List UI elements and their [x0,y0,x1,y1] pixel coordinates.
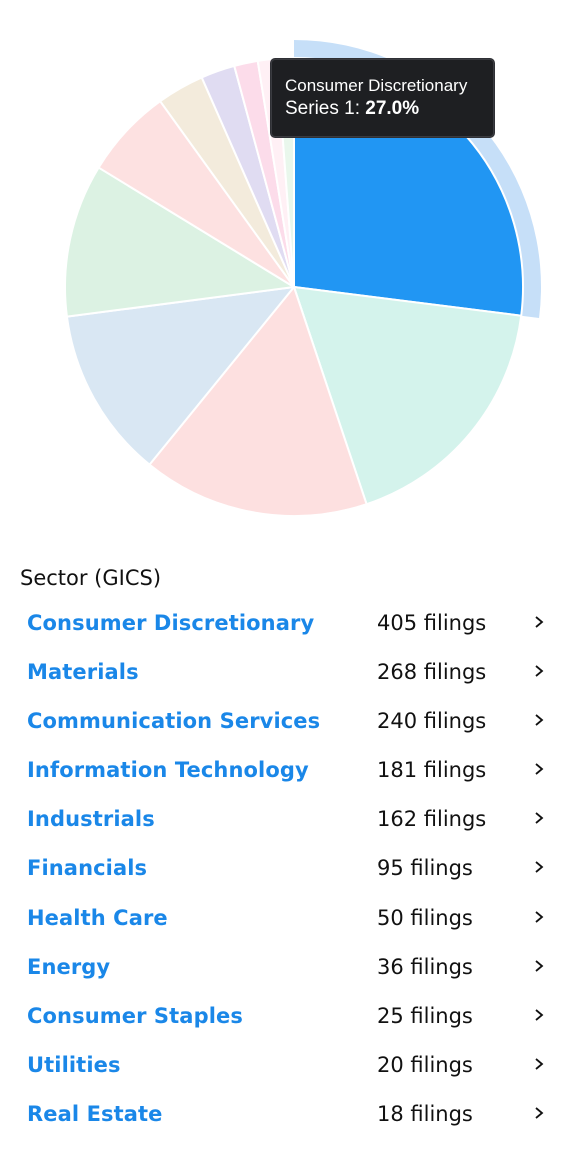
chevron-right-icon[interactable] [532,1053,546,1075]
sector-link[interactable]: Communication Services [27,709,321,734]
sector-row-financials[interactable]: Financials 95 filings [0,844,564,893]
sector-row-real-estate[interactable]: Real Estate 18 filings [0,1090,564,1139]
filing-count: 95 filings [377,856,473,881]
chevron-right-icon[interactable] [532,856,546,878]
sector-link[interactable]: Industrials [27,807,155,832]
sector-link[interactable]: Real Estate [27,1101,163,1126]
sector-link[interactable]: Information Technology [27,758,309,783]
filing-count: 18 filings [377,1101,473,1126]
sector-row-communication-services[interactable]: Communication Services 240 filings [0,697,564,746]
sector-row-health-care[interactable]: Health Care 50 filings [0,894,564,943]
sector-link[interactable]: Consumer Discretionary [27,611,315,635]
sector-row-consumer-staples[interactable]: Consumer Staples 25 filings [0,992,564,1041]
sector-row-industrials[interactable]: Industrials 162 filings [0,795,564,844]
sector-link[interactable]: Materials [27,660,139,685]
filing-count: 25 filings [377,1003,473,1028]
sector-row-information-technology[interactable]: Information Technology 181 filings [0,746,564,795]
tooltip-value: 27.0% [365,98,420,119]
chevron-right-icon[interactable] [532,758,546,780]
section-title: Sector (GICS) [20,566,162,590]
filing-count: 36 filings [377,954,473,979]
sector-row-utilities[interactable]: Utilities 20 filings [0,1041,564,1090]
chevron-right-icon[interactable] [532,611,546,633]
tooltip-series-label: Series 1: [285,98,366,119]
tooltip-title: Consumer Discretionary [285,76,468,95]
tooltip-series-row: Series 1: 27.0% [285,96,480,122]
pie-slice-industrials[interactable] [64,166,295,318]
filing-count: 20 filings [377,1052,473,1077]
filing-count: 405 filings [377,611,487,635]
chevron-right-icon[interactable] [532,1102,546,1124]
pie-chart: Consumer Discretionary Series 1: 27.0% [0,0,564,540]
filing-count: 240 filings [377,709,487,734]
filing-count: 50 filings [377,905,473,930]
sector-link[interactable]: Utilities [27,1052,121,1077]
filing-count: 268 filings [377,660,487,685]
sector-row-consumer-discretionary[interactable]: Consumer Discretionary 405 filings [0,599,564,648]
chevron-right-icon[interactable] [532,955,546,977]
pie-slice-information-technology[interactable] [65,286,295,466]
sector-link[interactable]: Financials [27,856,148,881]
sector-link[interactable]: Health Care [27,905,168,930]
pie-chart-svg [64,40,541,517]
chevron-right-icon[interactable] [532,807,546,829]
pie-slice-communication-services[interactable] [148,286,368,517]
sector-link[interactable]: Energy [27,954,111,979]
chart-tooltip: Consumer Discretionary Series 1: 27.0% [271,59,494,137]
chevron-right-icon[interactable] [532,709,546,731]
filing-count: 162 filings [377,807,487,832]
sector-row-materials[interactable]: Materials 268 filings [0,648,564,697]
chevron-right-icon[interactable] [532,906,546,928]
filing-count: 181 filings [377,758,487,783]
pie-slice-materials[interactable] [293,286,523,506]
chevron-right-icon[interactable] [532,1004,546,1026]
sector-row-energy[interactable]: Energy 36 filings [0,943,564,992]
chevron-right-icon[interactable] [532,660,546,682]
sector-link[interactable]: Consumer Staples [27,1003,243,1028]
sector-list: Consumer Discretionary 405 filings Mater… [0,599,564,1139]
